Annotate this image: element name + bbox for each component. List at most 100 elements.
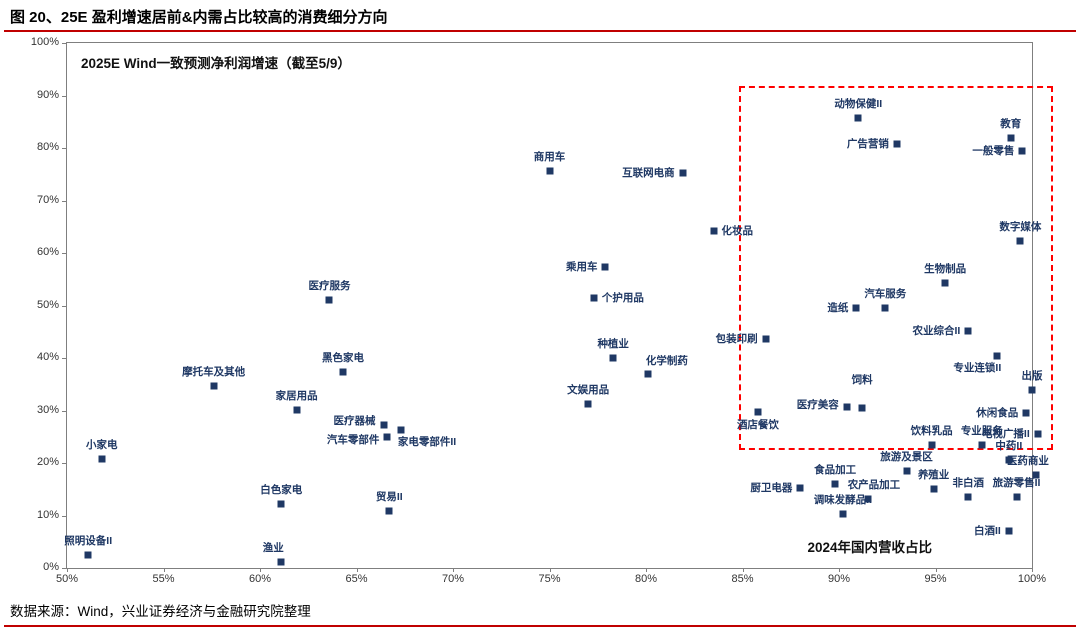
data-point-label: 小家电 (85, 438, 118, 451)
data-point-label: 医疗器械 (333, 414, 376, 427)
data-point (584, 400, 592, 408)
data-point-label: 包装印刷 (715, 333, 758, 346)
y-tick-label: 100% (30, 36, 59, 48)
data-point (1034, 430, 1042, 438)
data-point-label: 食品加工 (814, 463, 857, 476)
data-point (609, 354, 617, 362)
data-point (84, 551, 92, 559)
x-tick-mark (549, 568, 551, 572)
data-point-label: 化学制药 (645, 354, 688, 367)
y-tick-label: 90% (36, 88, 59, 101)
data-point (339, 368, 347, 376)
data-point (964, 493, 972, 501)
data-point-label: 贸易II (375, 490, 403, 503)
data-point-label: 照明设备II (64, 534, 113, 547)
data-point-label: 白色家电 (260, 483, 303, 496)
figure-title: 图 20、25E 盈利增速居前&内需占比较高的消费细分方向 (10, 9, 388, 26)
data-point (1013, 493, 1021, 501)
y-tick-mark (62, 200, 67, 202)
data-point-label: 饮料乳品 (910, 424, 953, 437)
data-point-label: 电视广播II (981, 428, 1030, 441)
data-point-label: 饲料 (851, 374, 873, 387)
data-point (843, 403, 851, 411)
data-point-label: 黑色家电 (321, 352, 364, 365)
data-point-label: 白酒II (973, 525, 1001, 538)
x-tick-label: 55% (152, 573, 175, 585)
data-point (881, 304, 889, 312)
data-point (831, 480, 839, 488)
data-point-label: 农产品加工 (847, 478, 901, 491)
data-point-label: 家电零部件II (397, 435, 457, 448)
data-point (397, 426, 405, 434)
data-point (601, 263, 609, 271)
x-tick-mark (67, 568, 68, 572)
data-point-label: 调味发酵品II (813, 494, 873, 507)
data-point-label: 造纸 (827, 301, 849, 314)
data-point (277, 500, 285, 508)
data-point-label: 非白酒 (952, 477, 985, 490)
data-point (941, 279, 949, 287)
data-point (546, 167, 553, 175)
title-divider (4, 30, 1076, 32)
data-point-label: 摩托车及其他 (182, 365, 246, 378)
data-point (754, 408, 762, 416)
x-tick-mark (163, 568, 165, 572)
data-point-label: 文娱用品 (567, 383, 610, 396)
y-tick-mark (62, 515, 67, 517)
x-tick-mark (646, 568, 647, 572)
y-tick-label: 60% (36, 246, 59, 258)
x-tick-label: 85% (731, 573, 754, 585)
x-tick-mark (453, 568, 454, 572)
x-tick-mark (1032, 568, 1033, 572)
x-tick-label: 80% (634, 573, 658, 585)
data-point (839, 510, 847, 518)
data-point-label: 医药商业 (1006, 454, 1049, 467)
data-point (1022, 409, 1030, 417)
data-point-label: 家居用品 (275, 389, 318, 402)
data-point-label: 酒店餐饮 (736, 419, 779, 432)
x-tick-mark (742, 568, 744, 572)
source-note: 数据来源：Wind，兴业证券经济与金融研究院整理 (10, 604, 311, 619)
data-point (590, 294, 598, 302)
y-tick-mark (62, 358, 67, 359)
data-point (928, 441, 936, 449)
data-point-label: 旅游零售II (992, 477, 1041, 490)
data-point-label: 教育 (1000, 117, 1022, 130)
x-tick-mark (935, 568, 937, 572)
data-point-label: 养殖业 (917, 469, 950, 482)
x-tick-mark (356, 568, 358, 572)
highlight-box (738, 86, 1054, 450)
y-tick-mark (62, 95, 67, 97)
data-point (1005, 527, 1013, 535)
x-tick-label: 75% (538, 573, 561, 585)
data-point-label: 农业综合II (912, 325, 961, 338)
y-tick-mark (62, 305, 67, 307)
data-point-label: 化妆品 (721, 224, 754, 237)
y-tick-label: 0% (43, 561, 59, 573)
x-tick-label: 60% (248, 573, 272, 585)
data-point-label: 商用车 (533, 151, 566, 164)
scatter-plot: 2025E Wind一致预测净利润增速（截至5/9） 2024年国内营收占比 5… (31, 36, 1054, 585)
x-tick-mark (260, 568, 261, 572)
data-point (1018, 147, 1026, 155)
y-tick-label: 80% (36, 141, 59, 153)
data-point (210, 382, 218, 390)
data-point (903, 467, 911, 475)
data-point (930, 485, 938, 493)
y-tick-mark (62, 568, 67, 569)
data-point (993, 352, 1001, 360)
x-tick-mark (839, 568, 840, 572)
data-point (383, 433, 391, 441)
data-point (710, 227, 718, 235)
data-point-label: 汽车零部件 (326, 433, 380, 446)
data-point (852, 304, 860, 312)
x-tick-label: 70% (441, 573, 465, 585)
data-point (854, 114, 862, 122)
data-point-label: 中药II (995, 440, 1023, 453)
y-tick-mark (62, 148, 67, 149)
data-point-label: 出版 (1021, 369, 1043, 382)
data-point (644, 370, 652, 378)
y-tick-mark (62, 463, 67, 464)
data-point-label: 厨卫电器 (750, 481, 793, 494)
